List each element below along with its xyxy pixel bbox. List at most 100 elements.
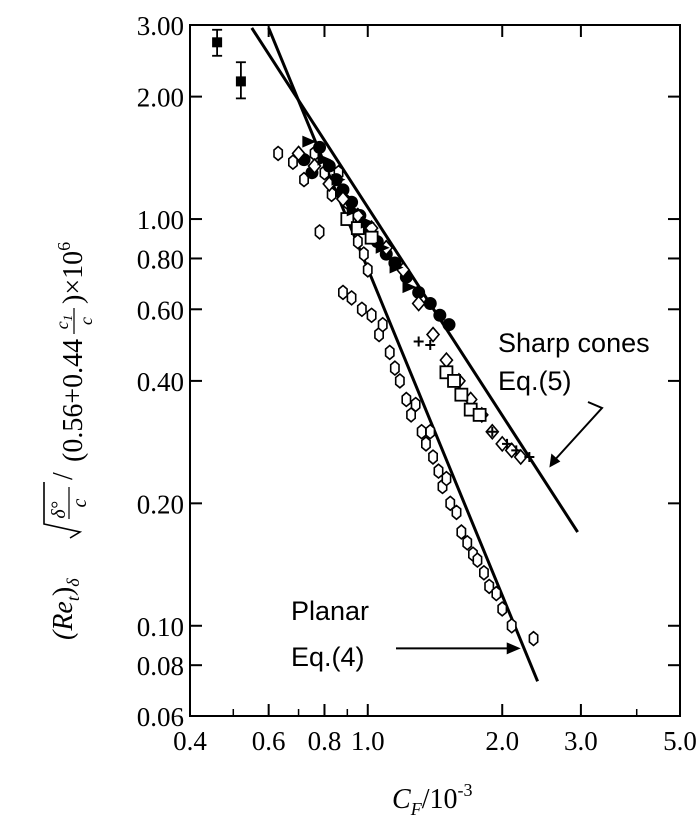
x-tick-label: 0.6 xyxy=(252,726,286,756)
data-point-hexagon xyxy=(273,145,284,162)
data-point-triangle xyxy=(317,153,332,166)
svg-text:δ°: δ° xyxy=(48,501,70,518)
data-point-hexagon xyxy=(389,360,400,377)
sqrt-group: δ° c xyxy=(43,482,91,539)
data-point-cross xyxy=(487,426,498,437)
data-point-hexagon xyxy=(362,261,373,278)
data-point-hexagon xyxy=(506,617,517,634)
x-tick-label: 3.0 xyxy=(564,726,598,756)
y-axis-title: (Ret)δ δ° c / (0.56+0.44 c1 c )×106 xyxy=(43,242,96,640)
data-point-diamond xyxy=(335,190,351,208)
data-point-filled-circle xyxy=(433,308,447,322)
data-point-diamond xyxy=(291,145,306,162)
data-point-filled-circle xyxy=(313,140,327,154)
data-point-diamond xyxy=(425,326,441,343)
svg-text:(Ret)δ: (Ret)δ xyxy=(48,578,83,640)
data-point-triangle xyxy=(346,204,361,217)
data-point-hexagon xyxy=(401,391,412,408)
data-point-hexagon xyxy=(337,284,348,301)
y-tick-label: 0.40 xyxy=(137,367,184,397)
data-point-hexagon xyxy=(456,524,467,540)
data-point-filled-square xyxy=(235,76,246,87)
ratio-group: c1 c xyxy=(52,308,96,334)
y-tick-label: 3.00 xyxy=(137,11,184,41)
data-point-filled-square xyxy=(212,37,223,48)
x-tick-label: 0.4 xyxy=(173,726,207,756)
y-tick-label: 2.00 xyxy=(137,83,184,113)
data-point-triangle xyxy=(331,173,346,186)
data-point-cross xyxy=(511,445,522,456)
data-point-diamond xyxy=(411,295,426,312)
data-point-hexagon xyxy=(478,564,489,581)
x-tick-label: 0.8 xyxy=(308,726,342,756)
fit-lines xyxy=(250,27,579,682)
annotation-eq5: Eq.(5) xyxy=(498,366,572,396)
data-point-filled-circle xyxy=(336,183,350,197)
data-point-hexagon xyxy=(394,372,405,389)
data-markers xyxy=(212,28,539,647)
y-tick-label: 0.80 xyxy=(137,244,184,274)
data-point-filled-circle xyxy=(442,318,456,332)
data-point-filled-circle xyxy=(423,296,437,310)
svg-text:(0.56+0.44: (0.56+0.44 xyxy=(58,339,89,462)
x-axis: 0.4 0.6 0.8 1.0 2.0 3.0 5.0 xyxy=(173,25,697,756)
data-point-hexagon xyxy=(425,423,436,440)
data-point-hexagon xyxy=(441,470,452,487)
y-axis: 0.06 0.08 0.10 0.20 0.40 0.60 0.80 1.00 2.00 3.00 xyxy=(137,11,680,732)
svg-text:c1: c1 xyxy=(52,315,75,330)
data-point-square xyxy=(472,407,487,422)
data-point-hexagon xyxy=(416,423,427,440)
x-tick-label: 2.0 xyxy=(485,726,519,756)
data-point-cross xyxy=(413,336,424,347)
data-point-triangle xyxy=(402,281,417,294)
data-point-square xyxy=(447,374,461,388)
data-point-hexagon xyxy=(352,233,363,250)
data-point-hexagon xyxy=(428,449,439,465)
data-point-triangle xyxy=(375,241,390,254)
data-point-square xyxy=(364,230,379,245)
x-tick-label: 5.0 xyxy=(663,726,697,756)
svg-text:c: c xyxy=(76,317,96,325)
data-point-square xyxy=(454,387,469,402)
data-point-hexagon xyxy=(451,504,462,521)
annotation-arrow-head xyxy=(506,642,521,655)
data-point-hexagon xyxy=(484,578,495,595)
y-tick-label: 0.10 xyxy=(137,612,184,642)
svg-text:)×106: )×106 xyxy=(54,242,89,304)
data-point-hexagon xyxy=(366,307,377,324)
plot-area xyxy=(189,24,681,717)
data-point-filled-circle xyxy=(322,159,336,173)
data-point-hexagon xyxy=(497,600,508,617)
data-point-hexagon xyxy=(491,585,502,602)
data-point-hexagon xyxy=(528,630,539,647)
data-point-triangle xyxy=(360,216,375,229)
svg-text:c: c xyxy=(69,498,91,507)
data-point-hexagon xyxy=(377,316,388,333)
data-point-hexagon xyxy=(472,552,483,569)
data-point-hexagon xyxy=(420,435,431,452)
annotation-eq4: Eq.(4) xyxy=(291,642,365,672)
data-point-triangle xyxy=(389,261,404,274)
data-point-hexagon xyxy=(445,495,456,512)
data-point-hexagon xyxy=(358,246,369,263)
x-axis-title: CF/10-3 xyxy=(392,780,472,819)
y-tick-label: 0.60 xyxy=(137,295,184,325)
x-tick-label: 1.0 xyxy=(351,726,385,756)
svg-text:/: / xyxy=(48,472,79,480)
annotation-sharp-cones: Sharp cones xyxy=(498,328,650,358)
annotation-planar: Planar xyxy=(291,596,369,626)
data-point-hexagon xyxy=(356,301,367,318)
fit-line-2 xyxy=(267,27,539,682)
y-tick-label: 0.08 xyxy=(137,651,184,681)
data-point-hexagon xyxy=(346,289,357,306)
annotations: Sharp cones Eq.(5) Planar Eq.(4) xyxy=(291,328,650,672)
plot-frame xyxy=(189,24,681,717)
annotation-arrow-line xyxy=(552,401,604,463)
data-point-cross xyxy=(502,438,513,449)
fit-line-1 xyxy=(250,27,579,533)
data-point-hexagon xyxy=(433,463,444,480)
y-tick-label: 0.06 xyxy=(137,702,184,732)
data-point-triangle xyxy=(302,135,317,148)
